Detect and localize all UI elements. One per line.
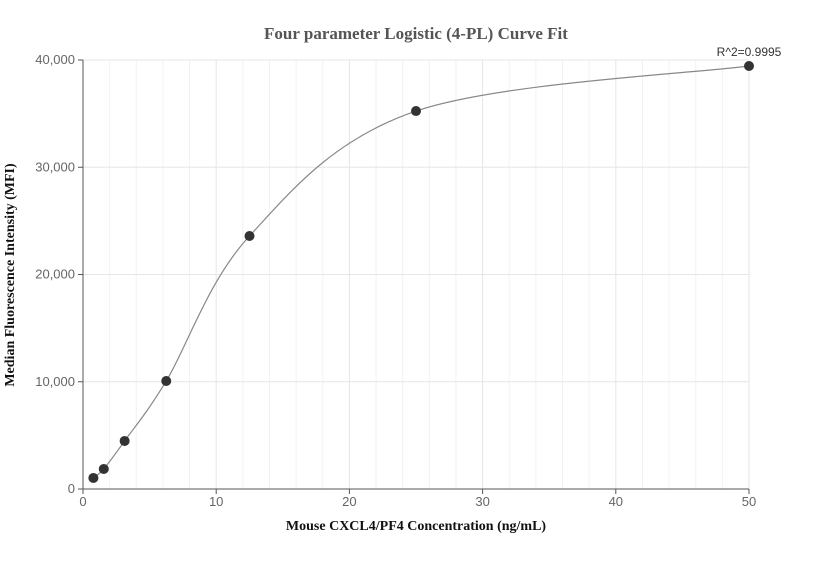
- data-point: [411, 106, 421, 117]
- x-tick-label: 20: [342, 494, 356, 509]
- chart-title: Four parameter Logistic (4-PL) Curve Fit: [264, 24, 568, 43]
- y-tick-label: 10,000: [35, 374, 75, 389]
- r-squared-annotation: R^2=0.9995: [717, 45, 782, 59]
- y-tick-label: 0: [68, 481, 75, 496]
- x-tick-label: 50: [742, 494, 756, 509]
- data-point: [744, 61, 754, 72]
- data-points: [88, 61, 754, 483]
- y-tick-label: 20,000: [35, 267, 75, 282]
- x-tick-label: 0: [79, 494, 86, 509]
- grid: [83, 59, 750, 489]
- data-point: [88, 472, 99, 483]
- x-tick-label: 40: [609, 494, 623, 509]
- axes: 0 10 20 30 40 50 0 10,000 20,000 30,000 40,000: [35, 52, 756, 509]
- x-axis-label: Mouse CXCL4/PF4 Concentration (ng/mL): [286, 519, 546, 534]
- y-tick-label: 40,000: [35, 52, 75, 67]
- fit-curve: [92, 65, 750, 479]
- x-tick-label: 30: [475, 494, 489, 509]
- x-tick-label: 10: [209, 494, 223, 509]
- data-point: [98, 463, 109, 474]
- y-tick-label: 30,000: [35, 159, 75, 174]
- y-axis-label: Median Fluorescence Intensity (MFI): [3, 163, 18, 387]
- data-point: [244, 230, 255, 241]
- data-point: [161, 375, 172, 386]
- data-point: [119, 435, 130, 446]
